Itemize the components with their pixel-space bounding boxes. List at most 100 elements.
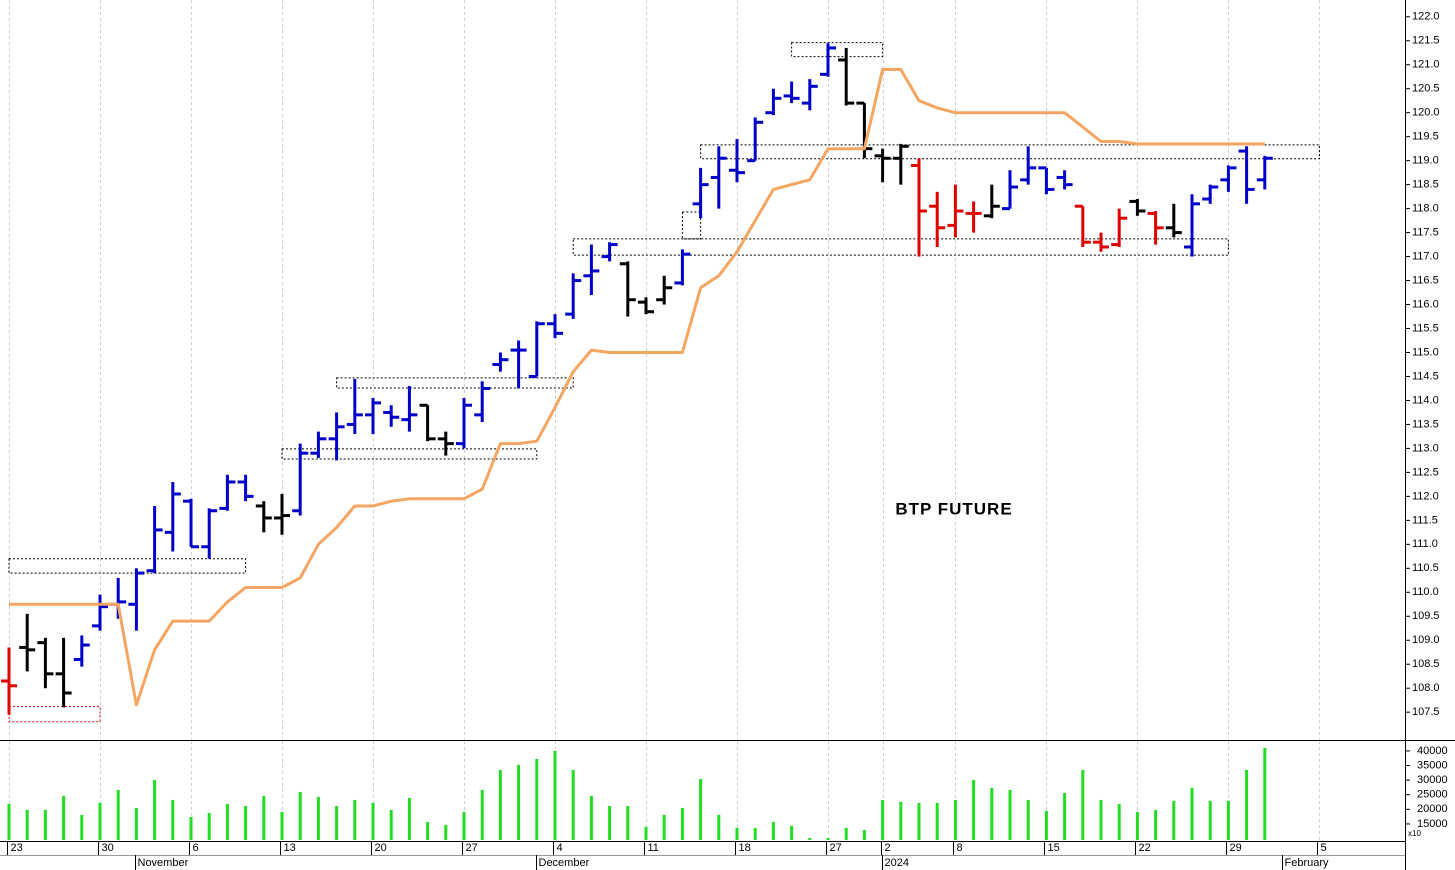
volume-bar [7, 803, 11, 840]
volume-bar [753, 827, 757, 840]
volume-bar [626, 805, 630, 840]
volume-bar [1263, 747, 1267, 840]
y-tick-label: 111.5 [1412, 514, 1438, 526]
volume-bar [207, 812, 211, 840]
volume-bar [189, 816, 193, 840]
y-tick-label: 111.0 [1412, 538, 1438, 550]
y-tick-label: 116.0 [1412, 298, 1439, 310]
volume-bar [935, 802, 939, 840]
month-label: 2024 [885, 857, 909, 869]
y-tick-label: 110.0 [1412, 586, 1439, 598]
volume-bar [1117, 803, 1121, 840]
volume-bar [571, 769, 575, 840]
volume-bar [426, 821, 430, 840]
volume-bar [662, 814, 666, 840]
volume-bar [225, 803, 229, 840]
x-tick-label: 29 [1230, 842, 1242, 854]
volume-bar [62, 795, 66, 840]
volume-bar [480, 789, 484, 840]
volume-bar [1008, 789, 1012, 840]
volume-bar [735, 827, 739, 840]
y-tick-label: 110.5 [1412, 562, 1439, 574]
x-tick-label: 2 [885, 842, 891, 854]
volume-bar [1081, 769, 1085, 840]
x-tick-label: 18 [739, 842, 751, 854]
volume-bar [699, 778, 703, 840]
volume-bar [535, 758, 539, 840]
volume-tick-label: 25000 [1417, 789, 1448, 801]
x-tick-label: 4 [557, 842, 563, 854]
y-tick-label: 108.0 [1412, 682, 1440, 694]
volume-bar [262, 795, 266, 840]
volume-bar [353, 799, 357, 840]
y-tick-label: 113.5 [1412, 418, 1439, 430]
volume-bar [25, 809, 29, 840]
volume-bar [1099, 799, 1103, 840]
month-label: November [138, 857, 189, 869]
volume-bar [953, 799, 957, 840]
y-tick-label: 115.5 [1412, 322, 1439, 334]
zone [700, 144, 1320, 160]
volume-bar [316, 796, 320, 840]
zone [8, 558, 247, 574]
volume-bar [98, 802, 102, 840]
volume-bar [881, 799, 885, 840]
y-tick-label: 121.0 [1412, 59, 1440, 71]
y-tick-label: 120.5 [1412, 83, 1440, 95]
volume-bar [717, 814, 721, 840]
x-tick-label: 5 [1321, 842, 1327, 854]
volume-bar [1154, 809, 1158, 840]
x-tick-label: 11 [648, 842, 659, 854]
y-tick-label: 112.0 [1412, 490, 1439, 502]
y-tick-label: 109.0 [1412, 634, 1440, 646]
y-tick-label: 118.0 [1412, 203, 1439, 215]
volume-bar [407, 797, 411, 840]
y-tick-label: 116.5 [1412, 274, 1439, 286]
x-tick-label: 27 [466, 842, 478, 854]
volume-bar [371, 802, 375, 840]
volume-bar [462, 811, 466, 840]
volume-bar [608, 805, 612, 840]
volume-bar [589, 795, 593, 840]
volume-tick-label: 15000 [1417, 818, 1448, 830]
volume-bar [1172, 800, 1176, 840]
volume-bar [498, 769, 502, 840]
y-tick-label: 119.0 [1412, 155, 1439, 167]
x-tick-label: 15 [1048, 842, 1060, 854]
volume-bar [1135, 811, 1139, 840]
x-tick-label: 8 [957, 842, 963, 854]
volume-bar [116, 789, 120, 840]
volume-bar [80, 814, 84, 840]
volume-bar [153, 779, 157, 840]
x-tick-label: 30 [102, 842, 114, 854]
volume-bar [972, 779, 976, 840]
volume-bar [790, 825, 794, 840]
y-tick-label: 107.5 [1412, 706, 1440, 718]
y-tick-label: 118.5 [1412, 179, 1439, 191]
volume-bar [1208, 800, 1212, 840]
x-tick-label: 27 [830, 842, 842, 854]
x-tick-label: 20 [375, 842, 387, 854]
y-tick-label: 117.5 [1412, 227, 1439, 239]
y-tick-label: 119.5 [1412, 131, 1439, 143]
y-tick-label: 113.0 [1412, 442, 1439, 454]
volume-bar [862, 829, 866, 840]
y-tick-label: 114.0 [1412, 394, 1439, 406]
x-tick-label: 6 [193, 842, 199, 854]
y-tick-label: 114.5 [1412, 370, 1439, 382]
volume-bar [644, 827, 648, 840]
x-tick-label: 22 [1139, 842, 1151, 854]
volume-bar [808, 837, 812, 840]
volume-bar [680, 807, 684, 840]
volume-bar [134, 807, 138, 840]
y-tick-label: 109.5 [1412, 610, 1440, 622]
volume-tick-label: 40000 [1417, 745, 1448, 757]
zone [791, 42, 884, 58]
volume-bar [298, 791, 302, 840]
volume-bar [917, 802, 921, 840]
volume-tick-label: 35000 [1417, 759, 1448, 771]
volume-bar [990, 787, 994, 840]
volume-bar [335, 805, 339, 840]
x-tick-label: 13 [284, 842, 296, 854]
